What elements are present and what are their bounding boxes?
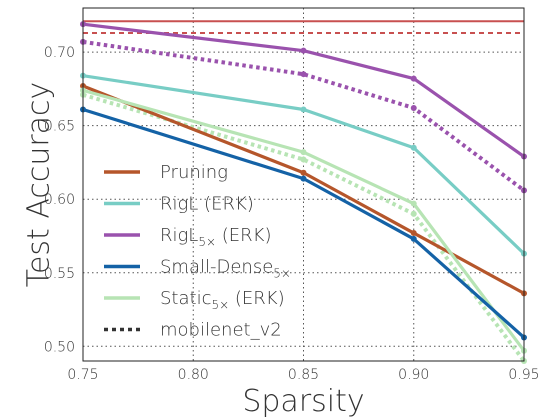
x-tick-label: 0.85 <box>288 367 319 383</box>
legend-label: RigL (ERK) <box>160 194 254 215</box>
series-line <box>82 88 526 352</box>
data-point <box>410 144 417 151</box>
data-point <box>410 210 417 217</box>
data-point <box>410 200 417 207</box>
y-tick-label: 0.70 <box>44 45 75 61</box>
tick-labels: 0.75 0.80 0.85 0.90 0.95 0.50 0.55 0.60 0.65 0.70 <box>44 45 540 383</box>
data-point <box>300 106 307 113</box>
y-tick-label: 0.55 <box>44 266 75 282</box>
series-lines <box>80 21 527 364</box>
y-tick-label: 0.50 <box>44 339 75 355</box>
legend-label: Static5× (ERK) <box>160 288 285 312</box>
legend-label: mobilenet_v2 <box>160 320 282 341</box>
y-axis-title: Test Accuracy <box>22 82 57 288</box>
legend-label: Small-Dense5× <box>160 257 291 281</box>
data-point <box>410 235 417 242</box>
series-line <box>82 107 526 339</box>
series-line <box>82 84 525 295</box>
data-point <box>300 71 307 78</box>
grid <box>82 8 525 361</box>
x-tick-label: 0.80 <box>178 367 209 383</box>
dotted-series-line <box>82 39 526 192</box>
legend-label: Pruning <box>160 162 228 183</box>
x-tick-label: 0.75 <box>67 367 98 383</box>
x-tick-label: 0.90 <box>398 367 429 383</box>
data-point <box>300 175 307 182</box>
legend-label: RigL5× (ERK) <box>160 225 272 249</box>
data-point <box>300 156 307 163</box>
legend: Pruning RigL (ERK) RigL5× (ERK) Small-Dense… <box>104 162 291 341</box>
dotted-series-line <box>82 92 526 363</box>
y-tick-label: 0.60 <box>44 192 75 208</box>
series-line <box>82 22 525 158</box>
data-point <box>300 149 307 156</box>
x-axis-title: Sparsity <box>242 384 364 417</box>
series-line <box>82 74 526 255</box>
data-point <box>410 75 417 82</box>
plot-frame <box>82 7 525 362</box>
y-tick-label: 0.65 <box>44 119 75 135</box>
data-point <box>410 230 417 237</box>
data-point <box>300 47 307 54</box>
x-tick-label: 0.95 <box>508 367 539 383</box>
data-point <box>410 105 417 112</box>
data-point <box>300 169 307 176</box>
